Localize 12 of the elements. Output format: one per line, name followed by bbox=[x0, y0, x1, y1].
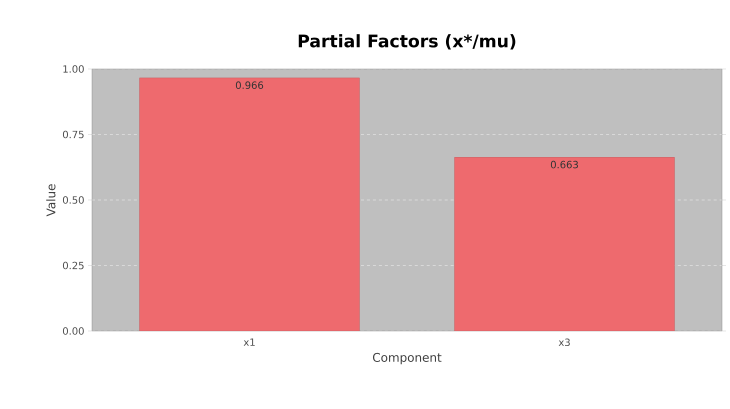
y-tick-label: 1.00 bbox=[63, 65, 84, 73]
y-tick-label: 0.00 bbox=[62, 327, 84, 335]
x-axis-title: Component bbox=[372, 352, 442, 364]
y-tick-label: 0.50 bbox=[62, 196, 84, 204]
x-tick-label: x1 bbox=[244, 338, 255, 346]
data-label: 0.663 bbox=[550, 160, 578, 168]
y-tick-label: 0.25 bbox=[62, 262, 84, 270]
x-tick-label: x3 bbox=[558, 338, 570, 346]
data-label: 0.966 bbox=[236, 81, 264, 89]
chart-title: Partial Factors (x*/mu) bbox=[298, 34, 516, 50]
y-tick-label: 0.75 bbox=[62, 130, 84, 138]
y-axis-title: Value bbox=[46, 184, 56, 216]
